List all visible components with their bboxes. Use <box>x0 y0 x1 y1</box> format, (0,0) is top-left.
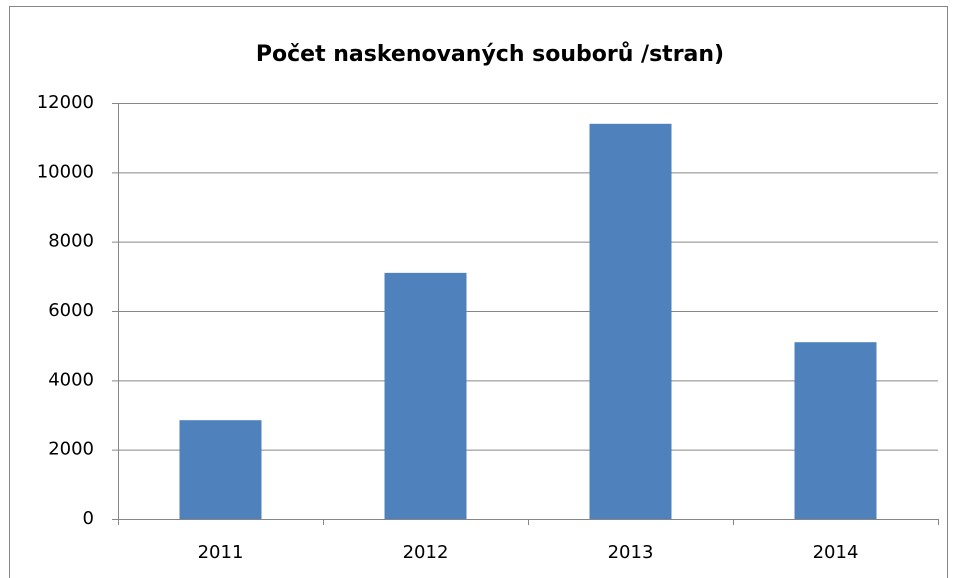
x-tick-label: 2014 <box>813 542 859 563</box>
bar <box>179 420 262 519</box>
y-tick-label: 12000 <box>37 92 94 113</box>
y-tick-label: 6000 <box>48 300 94 321</box>
y-tick-label: 4000 <box>48 369 94 390</box>
y-tick-label: 0 <box>83 508 94 529</box>
bar <box>794 342 877 519</box>
x-tick-label: 2013 <box>608 542 654 563</box>
x-tick-label: 2012 <box>403 542 449 563</box>
chart-border <box>9 6 948 578</box>
chart-title: Počet naskenovaných souborů /stran) <box>256 42 724 67</box>
bar <box>384 272 467 519</box>
y-tick-label: 10000 <box>37 161 94 182</box>
y-tick-label: 8000 <box>48 231 94 252</box>
x-tick-label: 2011 <box>198 542 244 563</box>
bar <box>589 123 672 520</box>
y-tick-label: 2000 <box>48 439 94 460</box>
